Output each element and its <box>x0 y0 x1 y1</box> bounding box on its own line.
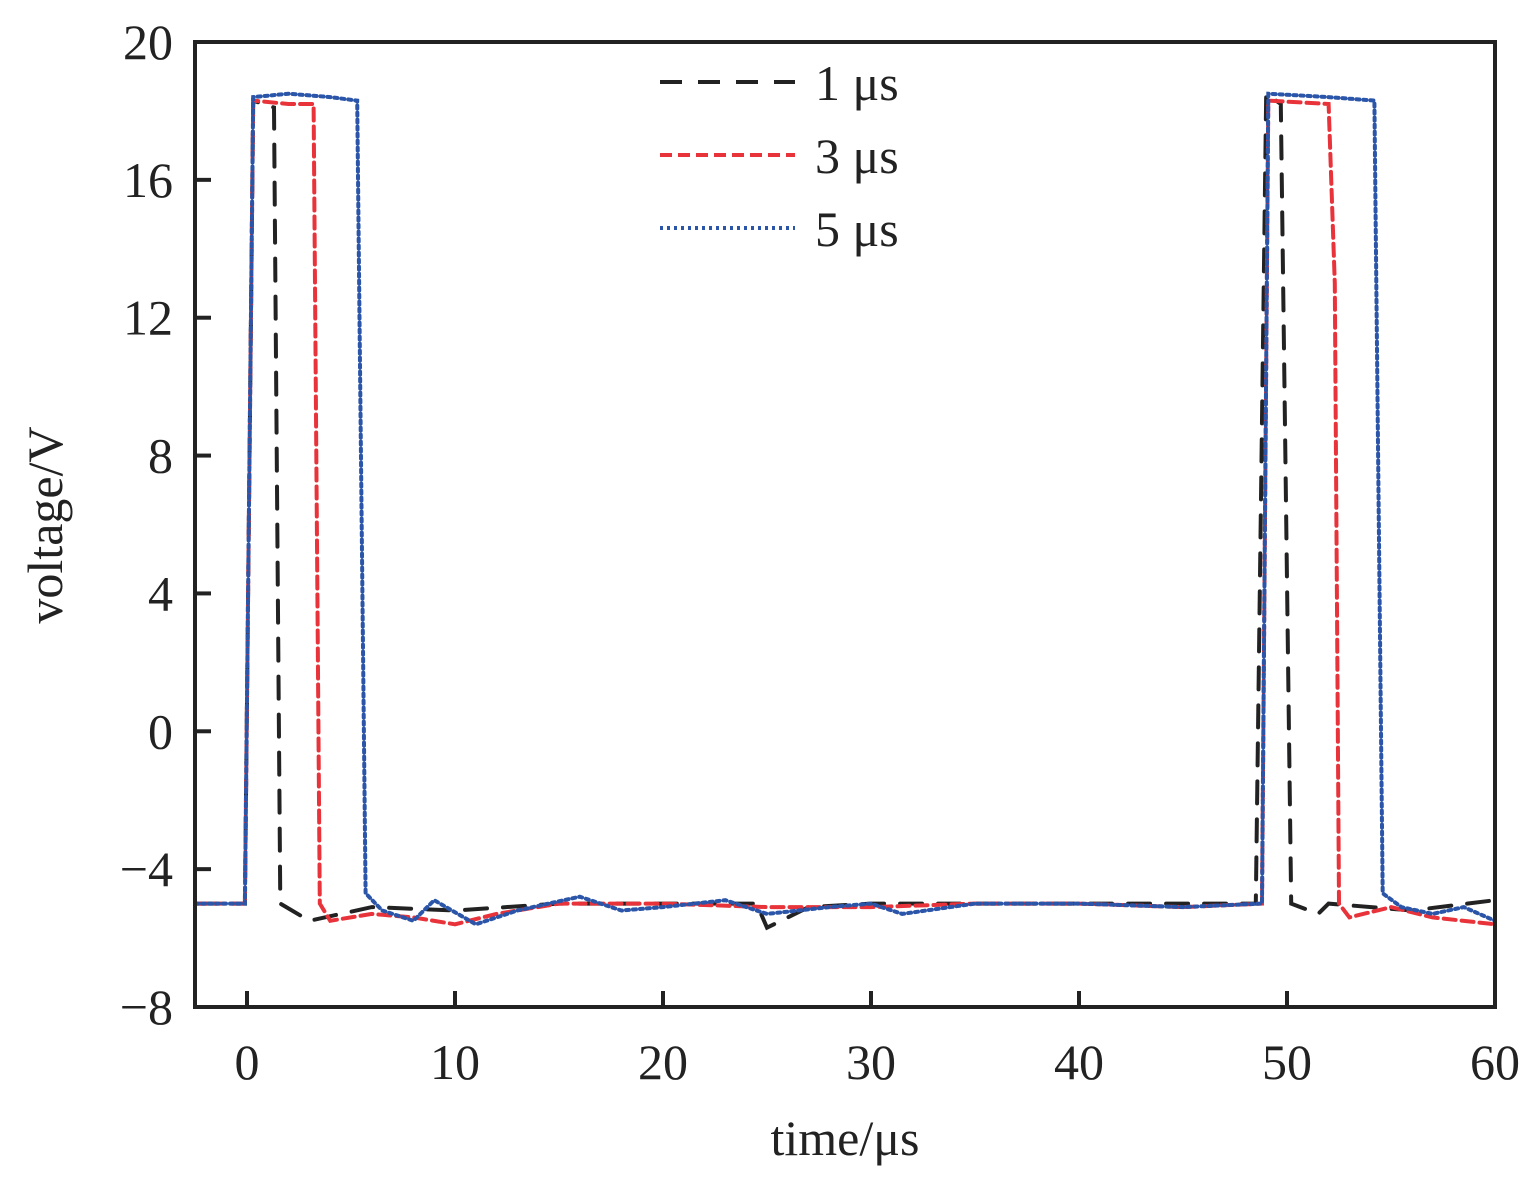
legend-label-1: 1 μs <box>815 55 899 111</box>
y-tick-label: 0 <box>148 703 173 759</box>
series-line-3 <box>193 91 1497 927</box>
plot-frame <box>193 40 1497 1009</box>
y-tick-label: 16 <box>123 152 173 208</box>
ticks-layer: 0 10 20 30 40 50 60 −8 −4 0 4 8 12 16 20 <box>120 14 1520 1090</box>
x-tick-label: 10 <box>430 1034 480 1090</box>
x-tick-label: 0 <box>235 1034 260 1090</box>
y-tick-label: −4 <box>120 841 173 897</box>
x-tick-label: 20 <box>638 1034 688 1090</box>
x-axis-label: time/μs <box>770 1110 919 1166</box>
x-tick-label: 50 <box>1262 1034 1312 1090</box>
y-tick-label: 4 <box>148 565 173 621</box>
legend: 1 μs 3 μs 5 μs <box>660 55 899 257</box>
y-tick-label: 8 <box>148 428 173 484</box>
x-tick-label: 30 <box>846 1034 896 1090</box>
x-tick-label: 40 <box>1054 1034 1104 1090</box>
y-tick-label: −8 <box>120 979 173 1035</box>
y-axis-label: voltage/V <box>17 426 73 623</box>
series-layer <box>193 89 1497 931</box>
y-tick-label: 12 <box>123 290 173 346</box>
x-tick-label: 60 <box>1470 1034 1520 1090</box>
series-line-2 <box>193 98 1497 927</box>
y-tick-label: 20 <box>123 14 173 70</box>
legend-label-3: 5 μs <box>815 201 899 257</box>
legend-label-2: 3 μs <box>815 128 899 184</box>
